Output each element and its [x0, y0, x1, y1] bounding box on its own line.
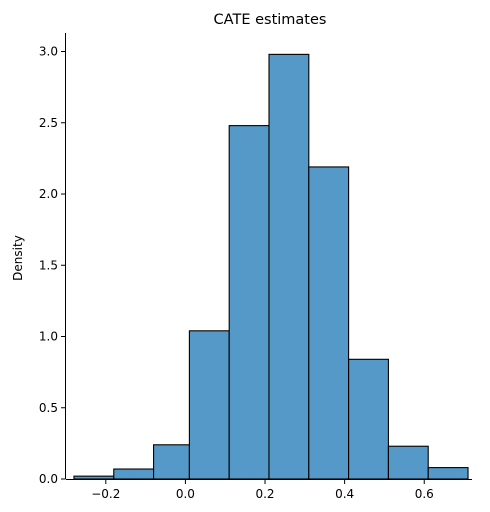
y-tick-label: 0.0 [39, 472, 58, 486]
x-tick-label: −0.2 [91, 487, 120, 501]
histogram-bar-5 [228, 125, 270, 480]
y-tick-label: 1.5 [39, 258, 58, 272]
x-tick-label: 0.0 [176, 487, 195, 501]
y-tick-label: 3.0 [39, 45, 58, 59]
y-tick-label: 1.0 [39, 330, 58, 344]
chart-title: CATE estimates [214, 12, 327, 28]
histogram-bar-3 [153, 444, 190, 480]
histogram-bar-7 [308, 166, 350, 480]
y-tick-label: 2.5 [39, 116, 58, 130]
histogram-bar-2 [113, 468, 155, 480]
histogram-bar-6 [268, 53, 310, 480]
y-axis: 0.0 0.5 1.0 1.5 2.0 2.5 3.0 [39, 33, 66, 486]
histogram-bar-9 [387, 445, 429, 480]
y-axis-label: Density [11, 235, 25, 281]
x-tick-label: 0.6 [415, 487, 434, 501]
histogram-bar-10 [427, 467, 469, 480]
x-tick-label: 0.4 [335, 487, 354, 501]
histogram-bar-8 [348, 358, 389, 480]
histogram-bar-4 [188, 330, 230, 480]
y-tick-label: 0.5 [39, 401, 58, 415]
bars-group [73, 53, 469, 480]
histogram-bar-1 [73, 475, 115, 480]
y-tick-label: 2.0 [39, 187, 58, 201]
x-axis: −0.2 0.0 0.2 0.4 0.6 [66, 479, 472, 501]
x-tick-label: 0.2 [255, 487, 274, 501]
